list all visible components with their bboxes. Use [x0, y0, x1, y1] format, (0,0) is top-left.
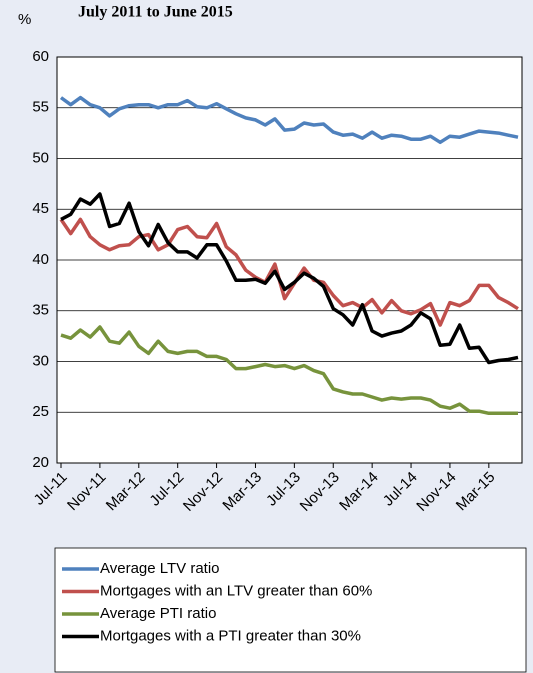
plot-border — [56, 56, 523, 464]
x-tick-label: Mar-12 — [103, 469, 149, 515]
chart-title: July 2011 to June 2015 — [78, 4, 233, 21]
x-tick-label: Nov-11 — [64, 469, 109, 514]
series-line — [59, 217, 519, 327]
legend-label: Average LTV ratio — [100, 560, 220, 577]
legend-label: Average PTI ratio — [100, 605, 216, 622]
legend — [54, 547, 527, 673]
x-tick-label: Mar-15 — [453, 469, 499, 515]
series-line — [60, 325, 518, 416]
y-tick-label: 25 — [32, 403, 49, 420]
x-tick-label: Nov-12 — [180, 469, 226, 515]
y-tick-label: 35 — [32, 302, 49, 319]
y-tick-label: 50 — [32, 149, 49, 166]
x-tick-label: Mar-14 — [336, 469, 382, 515]
series-line — [59, 95, 519, 145]
legend-label: Mortgages with a PTI greater than 30% — [100, 627, 361, 644]
y-tick-label: 40 — [32, 251, 49, 268]
y-tick-label: 30 — [32, 352, 49, 369]
legend-label: Mortgages with an LTV greater than 60% — [100, 582, 372, 599]
x-tick-label: Nov-13 — [297, 469, 343, 515]
y-tick-label: 45 — [32, 200, 49, 217]
y-tick-label: 20 — [32, 454, 49, 471]
x-tick-label: Nov-14 — [413, 469, 459, 515]
x-tick-label: Mar-13 — [219, 469, 265, 515]
y-tick-label: 55 — [32, 99, 49, 116]
y-axis-label: % — [18, 11, 31, 28]
y-tick-label: 60 — [32, 48, 49, 65]
series-line — [60, 192, 519, 365]
